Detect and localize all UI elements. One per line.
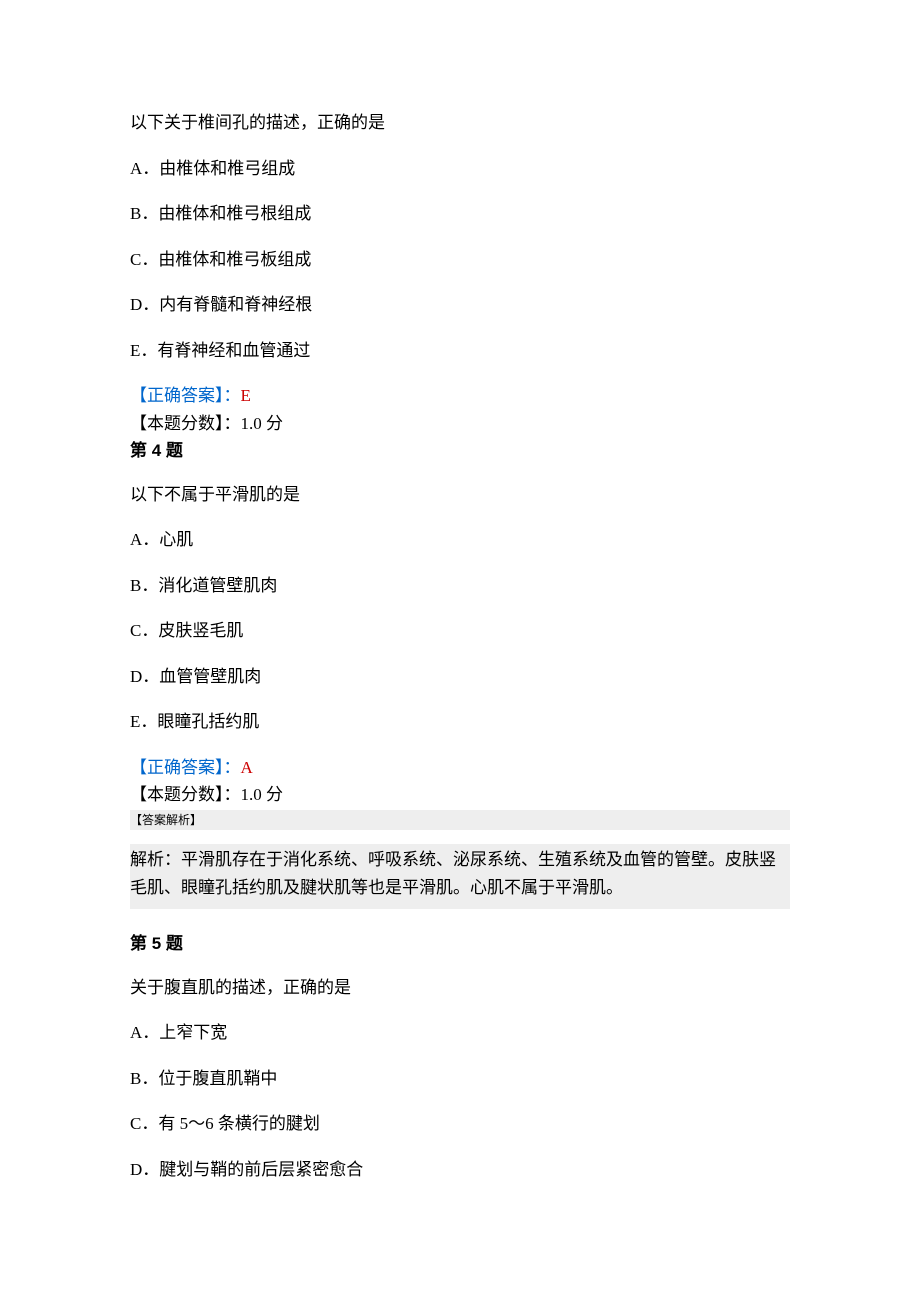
option-d: D．内有脊髓和脊神经根 [130, 292, 790, 318]
question-heading: 第 4 题 [130, 438, 790, 464]
option-a: A．心肌 [130, 527, 790, 553]
correct-answer-line: 【正确答案】：E [130, 383, 790, 409]
correct-answer-value: E [241, 386, 251, 405]
correct-answer-label: 【正确答案】： [130, 386, 241, 405]
question-heading: 第 5 题 [130, 931, 790, 957]
option-a: A．由椎体和椎弓组成 [130, 156, 790, 182]
option-d: D．腱划与鞘的前后层紧密愈合 [130, 1157, 790, 1183]
option-d: D．血管管壁肌肉 [130, 664, 790, 690]
question-stem: 以下关于椎间孔的描述，正确的是 [130, 110, 790, 136]
correct-answer-label: 【正确答案】： [130, 758, 241, 777]
analysis-label: 【答案解析】 [130, 810, 790, 830]
option-b: B．由椎体和椎弓根组成 [130, 201, 790, 227]
score-line: 【本题分数】：1.0 分 [130, 411, 790, 437]
option-c: C．由椎体和椎弓板组成 [130, 247, 790, 273]
option-c: C．皮肤竖毛肌 [130, 618, 790, 644]
option-c: C．有 5～6 条横行的腱划 [130, 1111, 790, 1137]
document-page: 以下关于椎间孔的描述，正确的是 A．由椎体和椎弓组成 B．由椎体和椎弓根组成 C… [0, 0, 920, 1242]
option-b: B．消化道管壁肌肉 [130, 573, 790, 599]
score-line: 【本题分数】：1.0 分 [130, 782, 790, 808]
question-stem: 关于腹直肌的描述，正确的是 [130, 975, 790, 1001]
option-e: E．有脊神经和血管通过 [130, 338, 790, 364]
correct-answer-line: 【正确答案】：A [130, 755, 790, 781]
correct-answer-value: A [241, 758, 253, 777]
option-e: E．眼瞳孔括约肌 [130, 709, 790, 735]
analysis-body: 解析：平滑肌存在于消化系统、呼吸系统、泌尿系统、生殖系统及血管的管壁。皮肤竖毛肌… [130, 844, 790, 910]
option-b: B．位于腹直肌鞘中 [130, 1066, 790, 1092]
option-a: A．上窄下宽 [130, 1020, 790, 1046]
question-stem: 以下不属于平滑肌的是 [130, 482, 790, 508]
